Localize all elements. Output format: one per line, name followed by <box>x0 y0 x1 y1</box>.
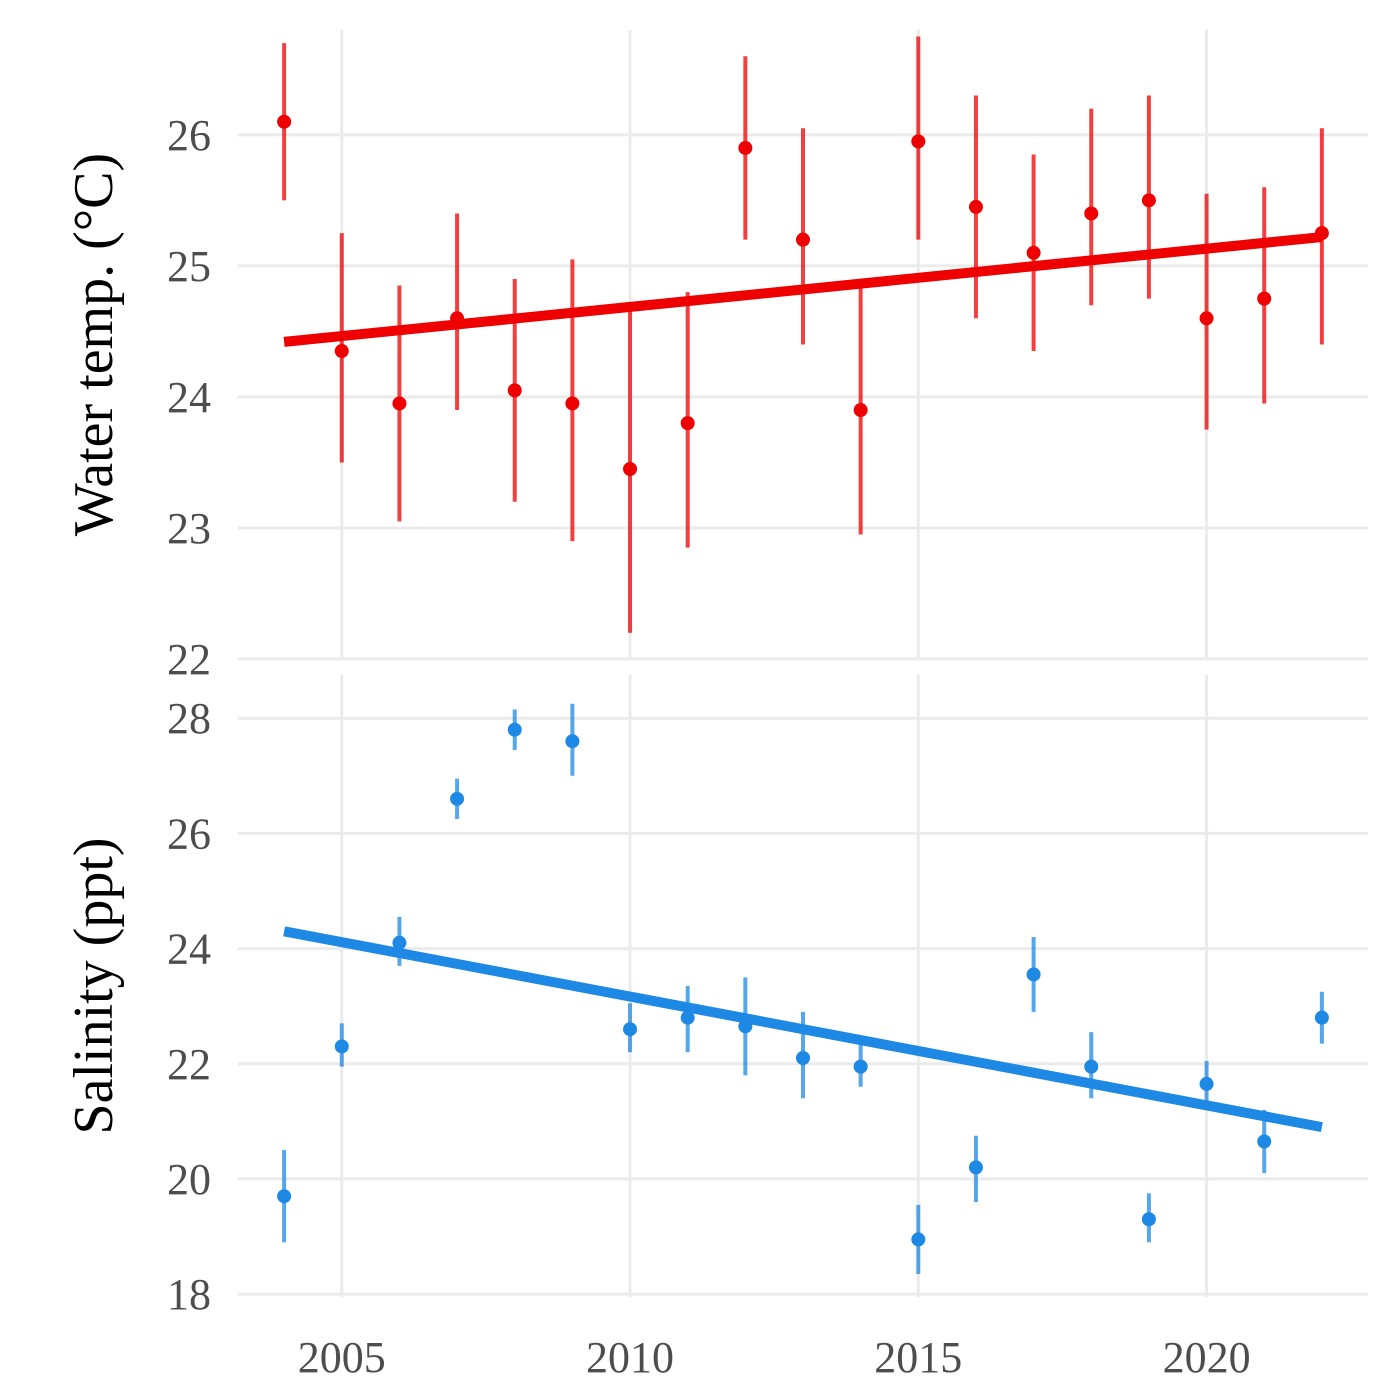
y-axis-title: Water temp. (°C) <box>63 153 125 536</box>
data-point <box>1314 1010 1329 1025</box>
data-point <box>334 1039 349 1054</box>
data-point <box>623 461 638 476</box>
y-axis-title: Salinity (ppt) <box>63 837 125 1134</box>
data-point <box>392 935 407 950</box>
data-point <box>968 1160 983 1175</box>
y-tick-label: 25 <box>167 242 211 291</box>
y-tick-label: 26 <box>167 111 211 160</box>
data-point <box>968 199 983 214</box>
y-tick-label: 26 <box>167 809 211 858</box>
data-point <box>1084 1059 1099 1074</box>
y-tick-label: 20 <box>167 1155 211 1204</box>
data-point <box>1199 311 1214 326</box>
y-tick-label: 24 <box>167 373 211 422</box>
data-point <box>1026 967 1041 982</box>
data-point <box>1084 206 1099 221</box>
data-point <box>796 232 810 247</box>
data-point <box>277 114 292 129</box>
data-point <box>1141 193 1156 208</box>
x-tick-label: 2015 <box>874 1333 962 1382</box>
y-tick-label: 22 <box>167 1040 211 1089</box>
x-tick-label: 2005 <box>298 1333 386 1382</box>
data-point <box>1026 245 1041 260</box>
data-point <box>796 1050 810 1065</box>
data-point <box>1141 1212 1156 1227</box>
y-tick-label: 28 <box>167 694 211 743</box>
panel-salinity: 2005 2010 2015 2020 18 20 22 24 26 28 Salinity (pp… <box>63 675 1368 1382</box>
data-point <box>1199 1076 1214 1091</box>
data-point <box>738 140 753 155</box>
data-point <box>1257 291 1272 306</box>
data-point <box>911 1232 926 1247</box>
panel-temp: 22 23 24 25 26 Water temp. (°C) <box>63 30 1368 684</box>
data-point <box>334 344 349 359</box>
y-tick-label: 24 <box>167 925 211 974</box>
data-point <box>450 791 465 806</box>
data-point <box>911 134 926 149</box>
y-tick-label: 23 <box>167 504 211 553</box>
data-point <box>680 1010 695 1025</box>
data-point <box>680 416 695 431</box>
y-tick-label: 22 <box>167 635 211 684</box>
y-tick-label: 18 <box>167 1270 211 1319</box>
data-point <box>1314 226 1329 241</box>
data-point <box>507 383 522 398</box>
x-tick-label: 2020 <box>1163 1333 1251 1382</box>
data-point <box>623 1022 638 1037</box>
data-point <box>507 722 522 737</box>
data-point <box>853 403 868 418</box>
data-point <box>853 1059 868 1074</box>
data-point <box>277 1189 292 1204</box>
data-point <box>1257 1134 1272 1149</box>
data-point <box>565 396 580 411</box>
x-tick-label: 2010 <box>586 1333 674 1382</box>
data-point <box>392 396 407 411</box>
data-point <box>565 734 580 749</box>
data-point <box>450 311 465 326</box>
data-point <box>738 1019 753 1034</box>
trend-line <box>283 926 1323 1133</box>
